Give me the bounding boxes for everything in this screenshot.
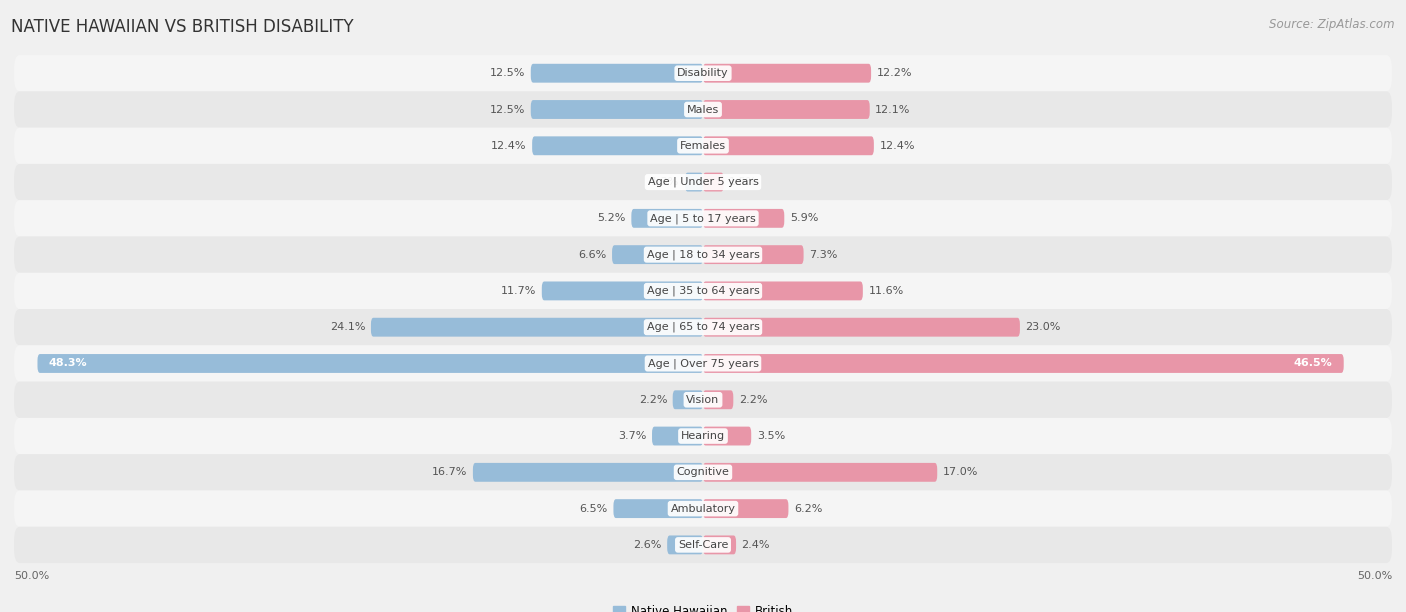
FancyBboxPatch shape	[652, 427, 703, 446]
Text: Cognitive: Cognitive	[676, 468, 730, 477]
Text: 12.4%: 12.4%	[491, 141, 527, 151]
FancyBboxPatch shape	[703, 282, 863, 300]
FancyBboxPatch shape	[703, 354, 1344, 373]
Text: 5.2%: 5.2%	[598, 214, 626, 223]
Text: 17.0%: 17.0%	[943, 468, 979, 477]
Text: 1.5%: 1.5%	[730, 177, 758, 187]
Text: Males: Males	[688, 105, 718, 114]
FancyBboxPatch shape	[612, 245, 703, 264]
FancyBboxPatch shape	[668, 536, 703, 554]
Text: 11.7%: 11.7%	[501, 286, 536, 296]
FancyBboxPatch shape	[703, 209, 785, 228]
Text: 12.5%: 12.5%	[489, 68, 526, 78]
Text: Hearing: Hearing	[681, 431, 725, 441]
FancyBboxPatch shape	[703, 463, 938, 482]
FancyBboxPatch shape	[531, 136, 703, 155]
FancyBboxPatch shape	[541, 282, 703, 300]
FancyBboxPatch shape	[472, 463, 703, 482]
FancyBboxPatch shape	[703, 499, 789, 518]
Text: 7.3%: 7.3%	[808, 250, 838, 259]
FancyBboxPatch shape	[14, 490, 1392, 527]
FancyBboxPatch shape	[703, 536, 737, 554]
FancyBboxPatch shape	[14, 418, 1392, 454]
Text: Vision: Vision	[686, 395, 720, 405]
Text: 16.7%: 16.7%	[432, 468, 467, 477]
FancyBboxPatch shape	[14, 527, 1392, 563]
FancyBboxPatch shape	[371, 318, 703, 337]
Text: 24.1%: 24.1%	[330, 322, 366, 332]
Text: 50.0%: 50.0%	[1357, 571, 1392, 581]
FancyBboxPatch shape	[631, 209, 703, 228]
Text: 6.2%: 6.2%	[794, 504, 823, 513]
Text: 50.0%: 50.0%	[14, 571, 49, 581]
FancyBboxPatch shape	[14, 91, 1392, 128]
FancyBboxPatch shape	[703, 64, 872, 83]
Text: Age | Over 75 years: Age | Over 75 years	[648, 358, 758, 369]
Text: Age | 35 to 64 years: Age | 35 to 64 years	[647, 286, 759, 296]
Text: 48.3%: 48.3%	[48, 359, 87, 368]
FancyBboxPatch shape	[14, 236, 1392, 273]
Text: 6.5%: 6.5%	[579, 504, 607, 513]
FancyBboxPatch shape	[685, 173, 703, 192]
Text: 6.6%: 6.6%	[578, 250, 606, 259]
Text: 2.6%: 2.6%	[633, 540, 662, 550]
Text: 12.4%: 12.4%	[879, 141, 915, 151]
FancyBboxPatch shape	[14, 55, 1392, 91]
FancyBboxPatch shape	[14, 128, 1392, 164]
Text: 11.6%: 11.6%	[869, 286, 904, 296]
Legend: Native Hawaiian, British: Native Hawaiian, British	[609, 601, 797, 612]
FancyBboxPatch shape	[703, 318, 1019, 337]
Text: 2.2%: 2.2%	[638, 395, 668, 405]
FancyBboxPatch shape	[703, 390, 734, 409]
Text: Females: Females	[681, 141, 725, 151]
FancyBboxPatch shape	[531, 64, 703, 83]
FancyBboxPatch shape	[703, 136, 875, 155]
Text: Self-Care: Self-Care	[678, 540, 728, 550]
FancyBboxPatch shape	[14, 200, 1392, 236]
FancyBboxPatch shape	[14, 382, 1392, 418]
Text: Disability: Disability	[678, 68, 728, 78]
FancyBboxPatch shape	[703, 245, 804, 264]
Text: 2.4%: 2.4%	[741, 540, 770, 550]
Text: 3.7%: 3.7%	[619, 431, 647, 441]
FancyBboxPatch shape	[703, 427, 751, 446]
Text: NATIVE HAWAIIAN VS BRITISH DISABILITY: NATIVE HAWAIIAN VS BRITISH DISABILITY	[11, 18, 354, 36]
Text: 1.3%: 1.3%	[651, 177, 679, 187]
FancyBboxPatch shape	[38, 354, 703, 373]
FancyBboxPatch shape	[613, 499, 703, 518]
Text: Ambulatory: Ambulatory	[671, 504, 735, 513]
FancyBboxPatch shape	[14, 454, 1392, 490]
FancyBboxPatch shape	[703, 100, 870, 119]
Text: 3.5%: 3.5%	[756, 431, 785, 441]
FancyBboxPatch shape	[14, 273, 1392, 309]
FancyBboxPatch shape	[531, 100, 703, 119]
Text: Source: ZipAtlas.com: Source: ZipAtlas.com	[1270, 18, 1395, 31]
FancyBboxPatch shape	[672, 390, 703, 409]
FancyBboxPatch shape	[14, 309, 1392, 345]
Text: Age | 65 to 74 years: Age | 65 to 74 years	[647, 322, 759, 332]
FancyBboxPatch shape	[703, 173, 724, 192]
Text: 2.2%: 2.2%	[738, 395, 768, 405]
Text: 12.1%: 12.1%	[875, 105, 911, 114]
FancyBboxPatch shape	[14, 164, 1392, 200]
Text: Age | Under 5 years: Age | Under 5 years	[648, 177, 758, 187]
FancyBboxPatch shape	[14, 345, 1392, 382]
Text: 46.5%: 46.5%	[1294, 359, 1333, 368]
Text: 5.9%: 5.9%	[790, 214, 818, 223]
Text: Age | 5 to 17 years: Age | 5 to 17 years	[650, 213, 756, 223]
Text: 12.2%: 12.2%	[876, 68, 912, 78]
Text: Age | 18 to 34 years: Age | 18 to 34 years	[647, 249, 759, 260]
Text: 12.5%: 12.5%	[489, 105, 526, 114]
Text: 23.0%: 23.0%	[1025, 322, 1060, 332]
